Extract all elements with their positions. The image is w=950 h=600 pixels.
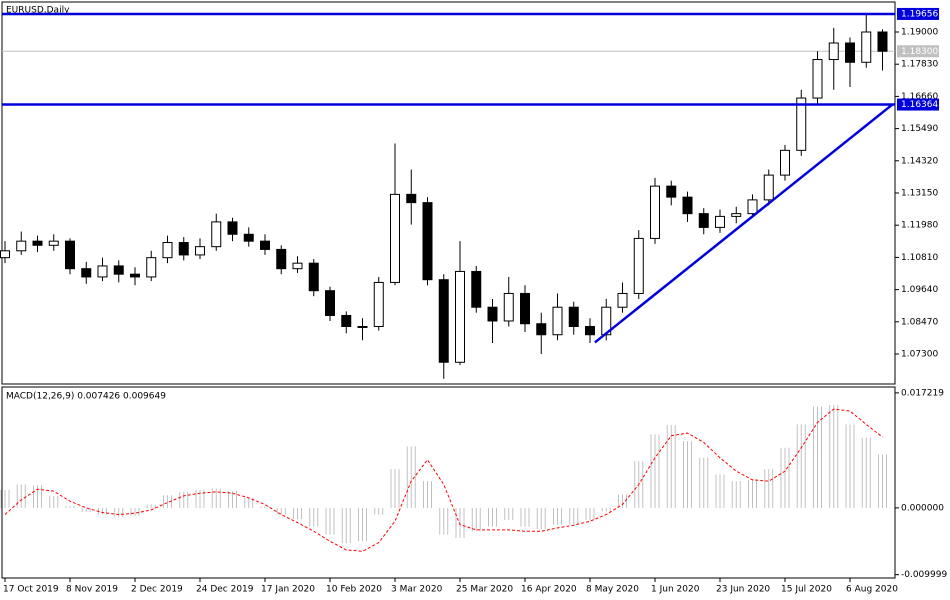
candle-body: [780, 149, 790, 176]
y-tick-label: 1.16660: [901, 92, 938, 102]
candle-body: [113, 265, 124, 275]
candle-body: [390, 193, 400, 283]
candle-body: [162, 242, 173, 259]
candle-body: [146, 257, 157, 278]
candle-body: [812, 59, 823, 99]
x-tick-label: 6 Aug 2020: [846, 585, 898, 595]
candle-body: [16, 240, 27, 252]
candle-body: [0, 250, 10, 259]
y-tick-label: 1.10810: [901, 253, 938, 263]
y-tick-label: 1.19000: [901, 27, 938, 37]
macd-title: MACD(12,26,9) 0.007426 0.009649: [6, 392, 166, 402]
candle-body: [81, 268, 92, 278]
candle-body: [130, 273, 140, 278]
candle-body: [650, 185, 660, 239]
horizontal-line-label: 1.19656: [901, 9, 938, 19]
x-tick-label: 24 Dec 2019: [196, 585, 254, 595]
candle-body: [828, 42, 839, 61]
candle-body: [796, 97, 807, 151]
y-tick-label: 1.13150: [901, 189, 938, 199]
x-tick-label: 17 Jan 2020: [261, 585, 315, 595]
x-tick-label: 8 May 2020: [586, 585, 639, 595]
y-tick-label: -0.009999: [901, 570, 947, 580]
x-tick-label: 1 Jun 2020: [651, 585, 700, 595]
candle-body: [503, 292, 514, 322]
candle-body: [487, 306, 498, 322]
y-tick-label: 1.14320: [901, 156, 938, 166]
horizontal-line-box: [897, 7, 939, 20]
candle-body: [877, 31, 888, 52]
macd-pane: [1, 386, 896, 579]
candle-body: [406, 193, 417, 204]
candle-body: [48, 240, 59, 246]
horizontal-line-box: [897, 98, 939, 111]
candle-body: [32, 240, 43, 246]
x-tick-label: 8 Nov 2019: [66, 585, 118, 595]
candle-body: [731, 213, 742, 217]
x-tick-label: 17 Oct 2019: [3, 585, 59, 595]
x-tick-label: 23 Jun 2020: [716, 585, 770, 595]
candle-body: [568, 306, 579, 327]
candle-body: [698, 213, 709, 228]
candle-body: [422, 202, 433, 281]
x-tick-label: 25 Mar 2020: [456, 585, 513, 595]
chart-title: EURUSD,Daily: [6, 6, 70, 16]
candle-body: [65, 240, 75, 270]
trendline: [594, 103, 894, 344]
x-tick-label: 16 Apr 2020: [521, 585, 577, 595]
candle-body: [357, 325, 368, 328]
candle-body: [471, 270, 482, 308]
candle-body: [633, 237, 644, 294]
candle-body: [292, 262, 303, 270]
candle-body: [97, 265, 108, 278]
x-tick-label: 3 Mar 2020: [391, 585, 443, 595]
candle-body: [763, 174, 774, 201]
x-tick-label: 2 Dec 2019: [131, 585, 183, 595]
y-tick-label: 1.15490: [901, 124, 938, 134]
x-tick-label: 10 Feb 2020: [326, 585, 382, 595]
y-tick-label: 0.000000: [901, 503, 944, 513]
candle-body: [536, 323, 547, 336]
candle-body: [747, 199, 758, 215]
y-tick-label: 1.07300: [901, 350, 938, 360]
y-tick-label: 1.11980: [901, 221, 938, 231]
candle-body: [211, 221, 222, 248]
candle-body: [666, 185, 677, 198]
horizontal-line-label: 1.16364: [901, 100, 938, 110]
y-tick-label: 1.17830: [901, 60, 938, 70]
candle-body: [552, 306, 563, 336]
histogram: [0, 405, 887, 544]
candle-body: [178, 242, 189, 256]
candles: [0, 13, 888, 379]
current-price-label: 1.18300: [901, 47, 938, 57]
candle-body: [682, 196, 693, 215]
candle-body: [341, 314, 352, 327]
candle-body: [325, 290, 335, 316]
y-tick-label: 1.09640: [901, 285, 938, 295]
candle-body: [845, 42, 855, 63]
y-tick-label: 1.08470: [901, 317, 938, 327]
current-price-box: [897, 45, 939, 58]
candle-body: [455, 270, 465, 363]
candle-body: [308, 262, 319, 292]
candle-body: [243, 233, 254, 242]
candle-body: [260, 240, 270, 250]
candle-body: [585, 325, 595, 336]
candle-body: [373, 281, 384, 327]
x-tick-label: 15 Jul 2020: [781, 585, 832, 595]
candle-body: [227, 221, 238, 235]
candle-body: [276, 248, 287, 270]
candle-body: [195, 246, 205, 256]
candle-body: [617, 292, 628, 308]
candle-body: [715, 215, 725, 228]
candle-body: [438, 279, 449, 363]
signal-line: [4, 408, 883, 552]
y-tick-label: 0.017219: [901, 388, 944, 398]
candle-body: [520, 292, 530, 325]
candle-body: [861, 31, 872, 63]
